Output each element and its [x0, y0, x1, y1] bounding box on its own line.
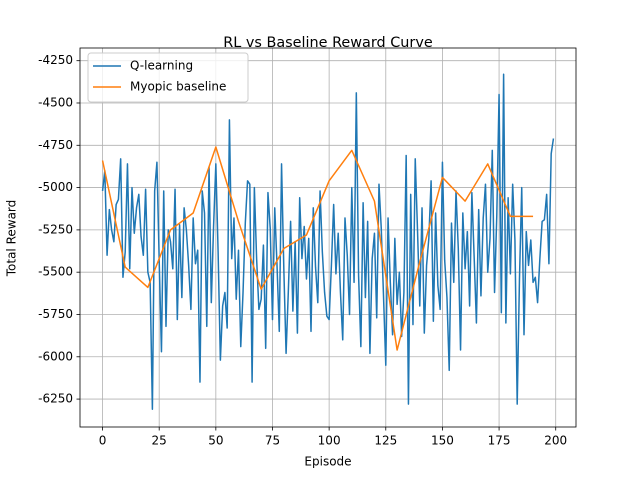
x-tick-label: 0 [99, 434, 107, 448]
line-series [101, 146, 534, 351]
x-tick-label: 100 [318, 434, 341, 448]
y-axis-label: Total Reward [5, 200, 19, 278]
x-tick-label: 50 [208, 434, 223, 448]
y-tick-label: -4750 [38, 138, 73, 152]
x-tick-label: 200 [544, 434, 567, 448]
legend-label: Q-learning [130, 59, 193, 73]
x-tick-label: 150 [431, 434, 454, 448]
y-tick-label: -5250 [38, 222, 73, 236]
x-tick-label: 175 [488, 434, 511, 448]
legend-box [87, 52, 249, 103]
y-tick-label: -5000 [38, 180, 73, 194]
line-series [101, 73, 555, 410]
y-tick-label: -5750 [38, 307, 73, 321]
y-tick-label: -4250 [38, 53, 73, 67]
x-tick-label: 25 [152, 434, 167, 448]
y-tick-label: -4500 [38, 95, 73, 109]
axes-frame [79, 47, 577, 428]
y-tick-label: -6250 [38, 392, 73, 406]
x-axis-label: Episode [304, 455, 351, 469]
legend-label: Myopic baseline [130, 80, 226, 94]
chart-title: RL vs Baseline Reward Curve [223, 35, 433, 51]
y-tick-label: -5500 [38, 265, 73, 279]
x-tick-label: 125 [374, 434, 397, 448]
y-tick-label: -6000 [38, 349, 73, 363]
x-tick-label: 75 [265, 434, 280, 448]
